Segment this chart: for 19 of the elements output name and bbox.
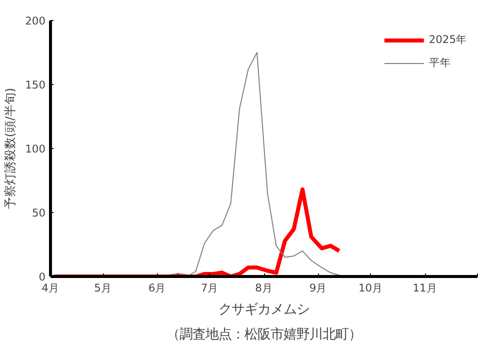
legend-label: 2025年	[428, 33, 467, 47]
x-tick-label: 9月	[309, 282, 328, 294]
y-axis-title: 予察灯誘殺数(頭/半旬)	[3, 88, 18, 210]
x-tick-label: 10月	[358, 282, 384, 294]
line-series	[52, 187, 342, 276]
y-tick-label: 200	[25, 14, 46, 28]
x-tick-label: 8月	[255, 282, 273, 294]
y-tick-label: 150	[25, 78, 46, 92]
x-tick-label: 11月	[412, 282, 438, 294]
text: （調査地点：松阪市嬉野川北町）	[166, 328, 362, 342]
legend-label: 平年	[428, 56, 451, 70]
x-tick-label: 7月	[200, 282, 219, 294]
y-tick-label: 50	[32, 206, 46, 220]
x-tick-label: 6月	[148, 282, 166, 294]
x-axis-title: クサギカメムシ	[218, 302, 310, 318]
x-tick-label: 4月	[42, 282, 60, 294]
x-tick-label: 5月	[94, 282, 112, 294]
y-tick-label: 100	[25, 142, 46, 156]
y-tick-label: 0	[38, 270, 46, 284]
